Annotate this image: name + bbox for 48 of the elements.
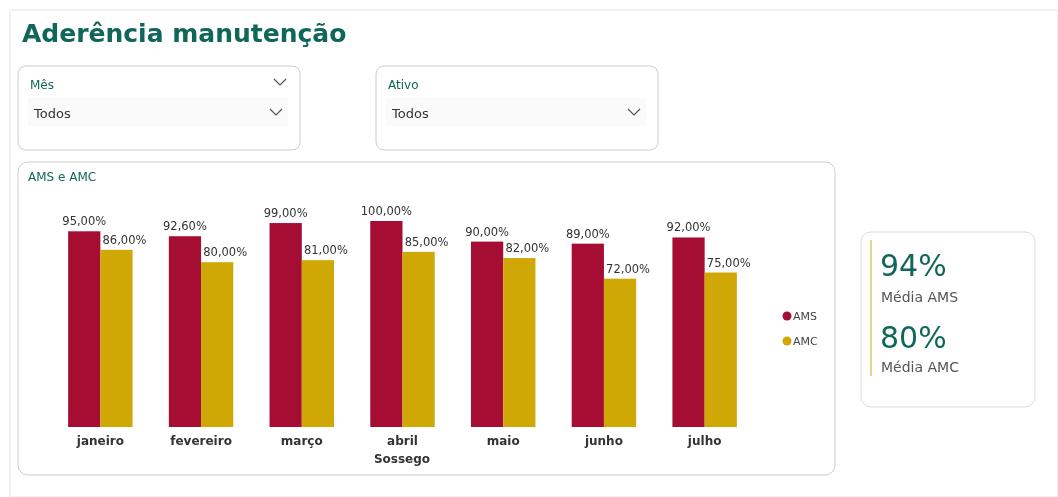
x-tick-label: fevereiro (170, 434, 232, 448)
bar (68, 231, 101, 427)
bar (168, 236, 202, 427)
x-axis-title: Sossego (373, 452, 431, 466)
x-tick-label: julho (686, 434, 722, 448)
text: Ativo (388, 78, 419, 92)
data-label: 81,00% (303, 243, 348, 258)
text: Média AMS (881, 289, 959, 305)
chart-title: AMS e AMC (28, 170, 97, 184)
data-label: 86,00% (102, 232, 147, 247)
data-label: 92,60% (163, 219, 207, 234)
text: Mês (30, 78, 54, 92)
data-label: 72,00% (606, 261, 651, 276)
text: Média AMC (881, 359, 960, 375)
x-tick-label: maio (486, 434, 520, 448)
bar (402, 251, 435, 427)
text: Todos (391, 106, 429, 121)
bar (672, 237, 705, 427)
text: Todos (33, 106, 71, 121)
bar (269, 223, 302, 427)
x-tick-label: março (280, 434, 323, 448)
data-label: 82,00% (505, 241, 550, 256)
data-label: 95,00% (62, 214, 107, 229)
bar (603, 278, 637, 427)
bar (704, 272, 737, 427)
bar (100, 249, 133, 427)
data-label: 90,00% (465, 224, 510, 239)
data-label: 92,00% (666, 220, 711, 235)
data-label: 100,00% (360, 204, 413, 218)
x-tick-label: junho (583, 434, 623, 448)
x-tick-label: abril (387, 434, 418, 448)
data-label: 80,00% (203, 245, 248, 260)
data-label: 89,00% (565, 226, 610, 241)
bar (370, 221, 403, 427)
data-label: 85,00% (404, 234, 449, 249)
bar (571, 243, 604, 427)
text: 94% (880, 248, 947, 283)
legend-label: AMC (793, 335, 819, 348)
text: Aderência manutenção (22, 19, 347, 48)
bar (470, 241, 504, 427)
bar (301, 260, 335, 427)
bar (201, 262, 234, 427)
text: 80% (880, 320, 947, 355)
legend-label: AMS (793, 310, 818, 323)
x-tick-label: janeiro (75, 434, 124, 448)
data-label: 75,00% (706, 255, 751, 270)
bar (503, 258, 536, 427)
data-label: 99,00% (263, 206, 308, 221)
